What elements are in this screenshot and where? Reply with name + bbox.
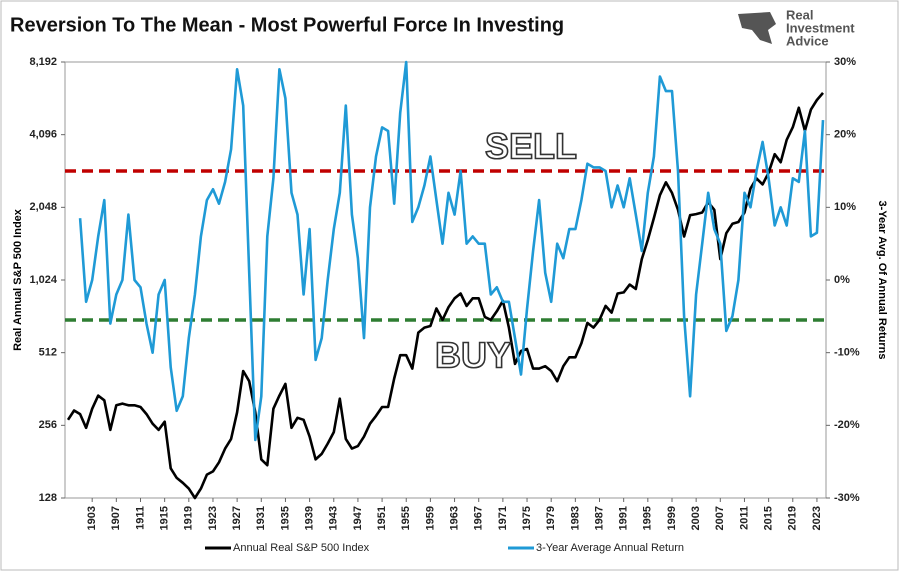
x-tick-label: 2015 bbox=[763, 506, 775, 530]
logo-text: Real bbox=[786, 7, 813, 22]
x-tick-label: 1967 bbox=[473, 506, 485, 530]
x-tick-label: 1959 bbox=[424, 506, 436, 530]
y2-tick-label: 20% bbox=[834, 129, 856, 141]
y-tick-label: 256 bbox=[39, 419, 57, 431]
x-tick-label: 2003 bbox=[690, 506, 702, 530]
x-tick-label: 1903 bbox=[86, 506, 98, 530]
x-tick-label: 1991 bbox=[618, 506, 630, 530]
x-tick-label: 1919 bbox=[183, 506, 195, 530]
y-tick-label: 2,048 bbox=[29, 201, 57, 213]
y-tick-label: 8,192 bbox=[29, 56, 57, 68]
x-tick-label: 1975 bbox=[521, 506, 533, 530]
x-tick-label: 1983 bbox=[569, 506, 581, 530]
x-tick-label: 2019 bbox=[787, 506, 799, 530]
logo-eagle bbox=[738, 12, 776, 44]
x-tick-label: 1947 bbox=[352, 506, 364, 530]
series-line bbox=[78, 60, 825, 442]
reference-label: BUY bbox=[435, 334, 511, 375]
legend-label: Annual Real S&P 500 Index bbox=[233, 542, 370, 554]
y-tick-label: 1,024 bbox=[29, 274, 57, 286]
x-tick-label: 1999 bbox=[666, 506, 678, 530]
x-tick-label: 2007 bbox=[714, 506, 726, 530]
logo-text: Investment bbox=[786, 20, 855, 35]
x-tick-label: 1979 bbox=[545, 506, 557, 530]
y2-tick-label: 30% bbox=[834, 56, 856, 68]
reference-label: SELL bbox=[485, 126, 577, 167]
y2-tick-label: 0% bbox=[834, 274, 850, 286]
x-tick-label: 1955 bbox=[400, 506, 412, 530]
y-tick-label: 128 bbox=[39, 492, 57, 504]
x-tick-label: 1995 bbox=[642, 506, 654, 530]
x-tick-label: 1963 bbox=[448, 506, 460, 530]
x-tick-label: 1907 bbox=[110, 506, 122, 530]
x-tick-label: 1923 bbox=[207, 506, 219, 530]
series-line bbox=[66, 92, 824, 500]
y-tick-label: 512 bbox=[39, 347, 57, 359]
x-tick-label: 1971 bbox=[497, 506, 509, 530]
y2-tick-label: -20% bbox=[834, 419, 860, 431]
x-tick-label: 1951 bbox=[376, 506, 388, 530]
x-tick-label: 1931 bbox=[255, 506, 267, 530]
x-tick-label: 1927 bbox=[231, 506, 243, 530]
x-tick-label: 2023 bbox=[811, 506, 823, 530]
y-axis-label: Real Annual S&P 500 Index bbox=[12, 208, 24, 351]
y2-tick-label: -10% bbox=[834, 347, 860, 359]
x-tick-label: 1935 bbox=[279, 506, 291, 530]
x-tick-label: 1939 bbox=[304, 506, 316, 530]
x-tick-label: 2011 bbox=[738, 506, 750, 530]
x-tick-label: 1987 bbox=[593, 506, 605, 530]
chart-title: Reversion To The Mean - Most Powerful Fo… bbox=[10, 14, 564, 36]
y2-tick-label: 10% bbox=[834, 201, 856, 213]
y2-axis-label: 3-Year Avg. Of Annual Returns bbox=[876, 201, 888, 360]
y2-tick-label: -30% bbox=[834, 492, 860, 504]
x-tick-label: 1911 bbox=[134, 506, 146, 530]
logo: Real Investment Advice bbox=[738, 7, 855, 48]
logo-text: Advice bbox=[786, 33, 829, 48]
y-tick-label: 4,096 bbox=[29, 129, 57, 141]
legend-label: 3-Year Average Annual Return bbox=[536, 542, 684, 554]
x-tick-label: 1915 bbox=[159, 506, 171, 530]
x-tick-label: 1943 bbox=[328, 506, 340, 530]
